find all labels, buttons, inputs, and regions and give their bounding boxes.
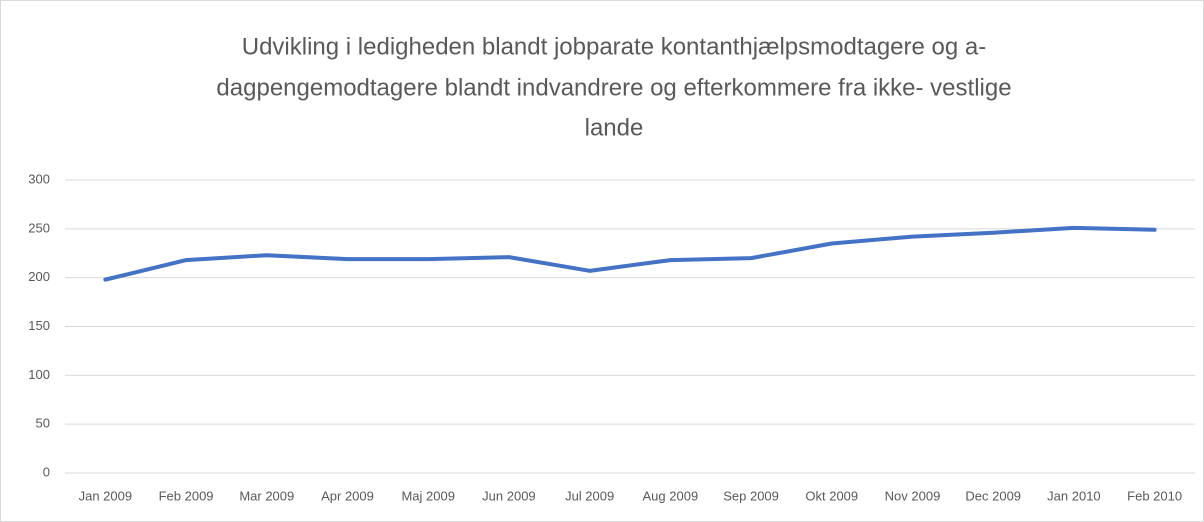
x-tick-label: Nov 2009 xyxy=(885,488,941,503)
x-tick-label: Mar 2009 xyxy=(239,488,294,503)
line xyxy=(103,225,1157,282)
y-tick-label: 250 xyxy=(28,220,50,235)
chart-title: dagpengemodtagere blandt indvandrere og … xyxy=(216,74,1011,101)
x-tick-label: Jan 2009 xyxy=(79,488,133,503)
x-tick-label: Apr 2009 xyxy=(321,488,374,503)
y-tick-label: 0 xyxy=(43,464,50,479)
x-tick-label: Jan 2010 xyxy=(1047,488,1101,503)
x-tick-label: Sep 2009 xyxy=(723,488,779,503)
x-tick-label: Dec 2009 xyxy=(965,488,1021,503)
x-tick-label: Aug 2009 xyxy=(643,488,699,503)
x-tick-label: Feb 2010 xyxy=(1127,488,1182,503)
x-tick-label: Jun 2009 xyxy=(482,488,536,503)
y-tick-label: 50 xyxy=(36,416,50,431)
y-tick-label: 200 xyxy=(28,269,50,284)
y-tick-label: 300 xyxy=(28,171,50,186)
y-tick-label: 100 xyxy=(28,367,50,382)
chart-title: lande xyxy=(585,114,644,141)
x-tick-label: Okt 2009 xyxy=(805,488,858,503)
y-tick-label: 150 xyxy=(28,318,50,333)
chart-title: Udvikling i ledigheden blandt jobparate … xyxy=(242,33,987,60)
x-tick-label: Jul 2009 xyxy=(565,488,614,503)
x-tick-label: Maj 2009 xyxy=(401,488,454,503)
x-tick-label: Feb 2009 xyxy=(159,488,214,503)
